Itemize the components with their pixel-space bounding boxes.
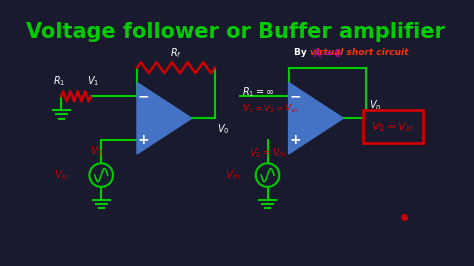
Text: $V_1 = V_2 = V_{in}$: $V_1 = V_2 = V_{in}$ — [242, 103, 299, 115]
Text: $V_0 = V_{in}$: $V_0 = V_{in}$ — [372, 120, 414, 134]
Text: $R_1 = \infty$: $R_1 = \infty$ — [242, 85, 274, 99]
Text: virtual short circuit: virtual short circuit — [310, 48, 408, 57]
Text: +: + — [289, 133, 301, 147]
Text: $V_0$: $V_0$ — [217, 122, 229, 136]
Polygon shape — [289, 82, 343, 154]
Text: +: + — [137, 133, 149, 147]
Text: $V_2 = V_{in}$: $V_2 = V_{in}$ — [249, 146, 286, 160]
Polygon shape — [137, 82, 191, 154]
Text: Voltage follower or Buffer amplifier: Voltage follower or Buffer amplifier — [27, 22, 446, 42]
Text: $R_f$: $R_f$ — [170, 46, 182, 60]
Text: By: By — [294, 48, 310, 57]
Text: $V_2$: $V_2$ — [91, 144, 103, 157]
Text: $V_n$: $V_n$ — [369, 98, 381, 112]
Text: −: − — [137, 89, 149, 103]
Text: $R_1$: $R_1$ — [53, 74, 65, 88]
Text: $R_f = 0$: $R_f = 0$ — [313, 48, 342, 61]
Text: $V_{in}$: $V_{in}$ — [225, 168, 240, 182]
FancyBboxPatch shape — [363, 110, 423, 143]
Text: −: − — [289, 89, 301, 103]
Text: $V_1$: $V_1$ — [87, 74, 99, 88]
Text: $V_{in}$: $V_{in}$ — [55, 168, 70, 182]
